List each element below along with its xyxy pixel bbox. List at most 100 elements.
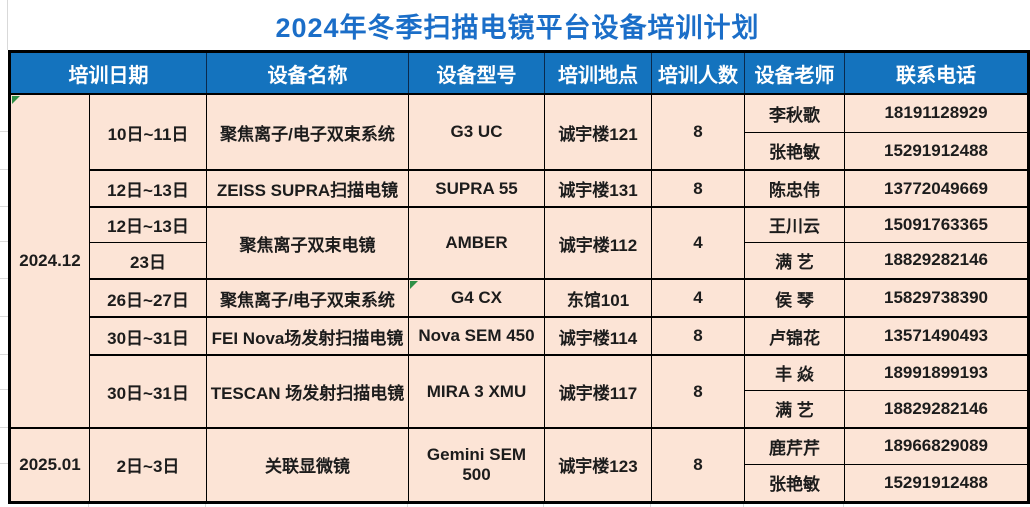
table-row: 张艳敏 15291912488	[10, 131, 1029, 171]
gridline	[0, 131, 8, 132]
cell-phone[interactable]: 18829282146	[844, 241, 1029, 280]
cell-teacher-name[interactable]: 李秋歌	[744, 93, 845, 133]
cell-trainee-count[interactable]: 8	[651, 93, 745, 171]
cell-equipment-model[interactable]: MIRA 3 XMU	[408, 354, 545, 429]
gridline	[0, 169, 8, 170]
cell-teacher-name[interactable]: 卢锦花	[744, 316, 845, 356]
gridline	[843, 501, 844, 507]
gridline	[0, 463, 8, 464]
cell-training-date[interactable]: 2日~3日	[89, 427, 207, 503]
gridline	[7, 0, 8, 50]
cell-phone[interactable]: 18991899193	[844, 354, 1029, 391]
table-row: 23日 满 艺 18829282146	[10, 241, 1029, 280]
cell-equipment-name[interactable]: TESCAN 场发射扫描电镜	[206, 354, 409, 429]
gridline	[0, 278, 8, 279]
gridline	[0, 389, 8, 390]
cell-teacher-name[interactable]: 鹿芹芹	[744, 427, 845, 465]
cell-trainee-count[interactable]: 4	[651, 278, 745, 318]
cell-phone[interactable]: 13772049669	[844, 169, 1029, 208]
cell-training-date[interactable]: 26日~27日	[89, 278, 207, 318]
cell-trainee-count[interactable]: 8	[651, 354, 745, 429]
month-label: 2024.12	[19, 251, 81, 270]
header-location[interactable]: 培训地点	[544, 51, 652, 95]
gridline	[650, 501, 651, 507]
cell-equipment-model[interactable]: G3 UC	[408, 93, 545, 171]
cell-phone[interactable]: 15829738390	[844, 278, 1029, 318]
cell-phone[interactable]: 15291912488	[844, 463, 1029, 503]
cell-equipment-model[interactable]: Nova SEM 450	[408, 316, 545, 356]
cell-equipment-model[interactable]: SUPRA 55	[408, 169, 545, 208]
cell-location[interactable]: 诚宇楼117	[544, 354, 652, 429]
model-label: G4 CX	[450, 288, 503, 307]
table-row: 30日~31日 TESCAN 场发射扫描电镜 MIRA 3 XMU 诚宇楼117…	[10, 354, 1029, 429]
error-indicator-icon	[12, 96, 20, 104]
cell-equipment-name[interactable]: 聚焦离子/电子双束系统	[206, 278, 409, 318]
cell-phone[interactable]: 18191128929	[844, 93, 1029, 133]
cell-training-date[interactable]: 12日~13日	[89, 169, 207, 208]
table-row: 2024.12 10日~11日 聚焦离子/电子双束系统 G3 UC 诚宇楼121…	[9, 93, 1029, 429]
gridline	[0, 354, 8, 355]
gridline	[0, 316, 8, 317]
cell-trainee-count[interactable]: 8	[651, 169, 745, 208]
table-row: 12日~13日 聚焦离子双束电镜 AMBER 诚宇楼112 4 王川云 1509…	[10, 206, 1029, 280]
error-indicator-icon	[410, 281, 418, 289]
page-title: 2024年冬季扫描电镜平台设备培训计划	[275, 12, 760, 43]
header-phone[interactable]: 联系电话	[844, 51, 1029, 95]
cell-equipment-name[interactable]: ZEISS SUPRA扫描电镜	[206, 169, 409, 208]
gridline	[743, 501, 744, 507]
table-row: 满 艺 18829282146	[10, 389, 1029, 429]
training-schedule-table: 培训日期 设备名称 设备型号 培训地点 培训人数 设备老师 联系电话 2024.…	[8, 50, 1030, 504]
cell-phone[interactable]: 18966829089	[844, 427, 1029, 465]
cell-phone[interactable]: 18829282146	[844, 389, 1029, 429]
table-row: 26日~27日 聚焦离子/电子双束系统 G4 CX 东馆101 4 侯 琴 15…	[10, 278, 1029, 318]
header-trainee-count[interactable]: 培训人数	[651, 51, 745, 95]
cell-teacher-name[interactable]: 满 艺	[744, 389, 845, 429]
cell-phone[interactable]: 15291912488	[844, 131, 1029, 171]
cell-phone[interactable]: 13571490493	[844, 316, 1029, 356]
cell-teacher-name[interactable]: 张艳敏	[744, 131, 845, 171]
cell-location[interactable]: 诚宇楼114	[544, 316, 652, 356]
cell-teacher-name[interactable]: 侯 琴	[744, 278, 845, 318]
cell-equipment-model[interactable]: G4 CX	[408, 278, 545, 318]
cell-equipment-name[interactable]: 聚焦离子双束电镜	[206, 206, 409, 280]
table-row: 2025.01 2日~3日 关联显微镜 Gemini SEM 500 诚宇楼12…	[9, 427, 1029, 503]
header-teacher[interactable]: 设备老师	[744, 51, 845, 95]
header-equipment-model[interactable]: 设备型号	[408, 51, 545, 95]
cell-training-date[interactable]: 23日	[89, 241, 207, 280]
gridline	[407, 501, 408, 507]
cell-training-date[interactable]: 12日~13日	[89, 206, 207, 243]
table-row: 12日~13日 ZEISS SUPRA扫描电镜 SUPRA 55 诚宇楼131 …	[10, 169, 1029, 208]
cell-location[interactable]: 诚宇楼131	[544, 169, 652, 208]
cell-month-2025-01[interactable]: 2025.01	[9, 427, 90, 503]
cell-location[interactable]: 诚宇楼123	[544, 427, 652, 503]
cell-location[interactable]: 东馆101	[544, 278, 652, 318]
table-row: 张艳敏 15291912488	[10, 463, 1029, 503]
cell-teacher-name[interactable]: 丰 焱	[744, 354, 845, 391]
cell-equipment-name[interactable]: FEI Nova场发射扫描电镜	[206, 316, 409, 356]
cell-month-2024-12[interactable]: 2024.12	[9, 93, 90, 429]
cell-trainee-count[interactable]: 4	[651, 206, 745, 280]
cell-phone[interactable]: 15091763365	[844, 206, 1029, 243]
gridline	[205, 501, 206, 507]
header-equipment-name[interactable]: 设备名称	[206, 51, 409, 95]
cell-teacher-name[interactable]: 满 艺	[744, 241, 845, 280]
gridline	[0, 206, 8, 207]
gridline	[0, 241, 8, 242]
cell-teacher-name[interactable]: 张艳敏	[744, 463, 845, 503]
cell-equipment-model[interactable]: Gemini SEM 500	[408, 427, 545, 503]
header-training-date[interactable]: 培训日期	[9, 51, 207, 95]
cell-equipment-name[interactable]: 关联显微镜	[206, 427, 409, 503]
cell-equipment-name[interactable]: 聚焦离子/电子双束系统	[206, 93, 409, 171]
cell-training-date[interactable]: 30日~31日	[89, 354, 207, 429]
gridline	[88, 501, 89, 507]
cell-equipment-model[interactable]: AMBER	[408, 206, 545, 280]
cell-teacher-name[interactable]: 陈忠伟	[744, 169, 845, 208]
cell-trainee-count[interactable]: 8	[651, 316, 745, 356]
cell-training-date[interactable]: 10日~11日	[89, 93, 207, 171]
cell-teacher-name[interactable]: 王川云	[744, 206, 845, 243]
cell-training-date[interactable]: 30日~31日	[89, 316, 207, 356]
cell-trainee-count[interactable]: 8	[651, 427, 745, 503]
title-cell: 2024年冬季扫描电镜平台设备培训计划	[8, 0, 1027, 50]
cell-location[interactable]: 诚宇楼121	[544, 93, 652, 171]
cell-location[interactable]: 诚宇楼112	[544, 206, 652, 280]
